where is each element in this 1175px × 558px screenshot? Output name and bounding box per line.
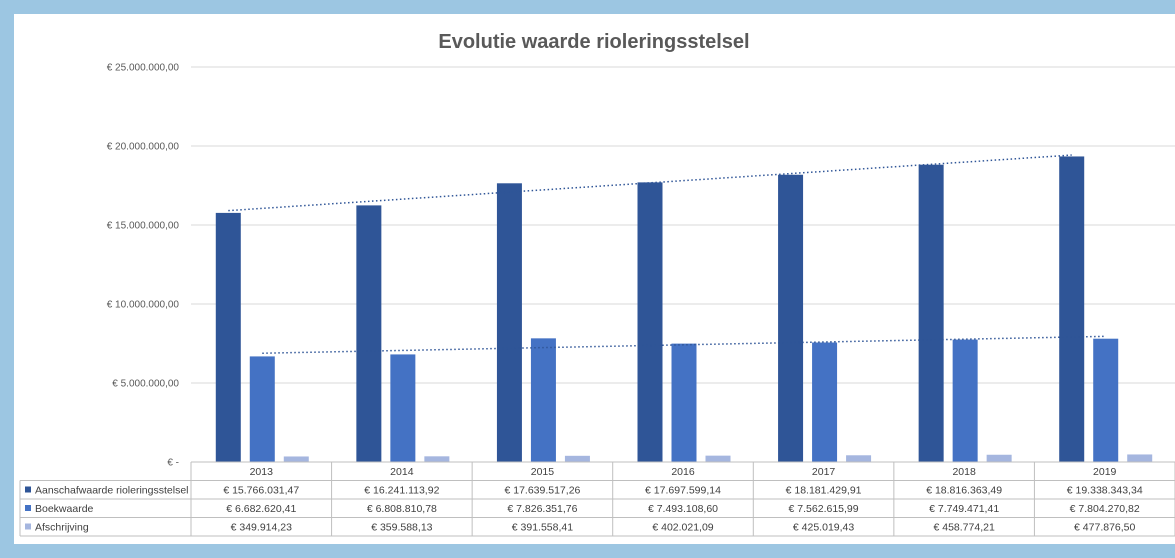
data-label: € 15.766.031,47 (223, 485, 299, 497)
bar (1059, 156, 1085, 463)
trendline (228, 154, 1072, 212)
data-label: € 458.774,21 (933, 522, 994, 534)
data-label: € 19.338.343,34 (1067, 485, 1143, 497)
category-label: 2019 (1093, 466, 1117, 478)
data-label: € 17.639.517,26 (504, 485, 580, 497)
data-label: € 17.697.599,14 (645, 485, 721, 497)
chart: Evolutie waarde rioleringsstelsel € - € 5.… (19, 31, 1175, 537)
series-name: Aanschafwaarde rioleringsstelsel (35, 485, 189, 497)
bar (846, 455, 872, 462)
bar (637, 182, 663, 462)
data-label: € 7.562.615,99 (789, 503, 859, 515)
data-label: € 6.682.620,41 (226, 503, 296, 515)
y-tick-label: € 25.000.000,00 (107, 63, 180, 74)
bar (215, 212, 241, 462)
bar (496, 183, 522, 462)
chart-frame: Evolutie waarde rioleringsstelsel € - € 5.… (14, 14, 1175, 544)
bar (564, 455, 590, 462)
data-label: € 18.816.363,49 (926, 485, 1002, 497)
bar (1093, 338, 1119, 462)
data-label: € 7.493.108,60 (648, 503, 718, 515)
data-label: € 7.826.351,76 (507, 503, 577, 515)
legend-key (25, 505, 31, 511)
data-label: € 7.804.270,82 (1070, 503, 1140, 515)
series-name: Afschrijving (35, 522, 89, 534)
bar (986, 454, 1012, 462)
category-label: 2016 (671, 466, 695, 478)
chart-title: Evolutie waarde rioleringsstelsel (438, 31, 749, 53)
bar (283, 456, 309, 462)
category-label: 2015 (531, 466, 555, 478)
y-tick-label: € - (167, 458, 179, 469)
bar (1127, 454, 1153, 462)
legend-key (25, 486, 31, 493)
data-label: € 359.588,13 (371, 522, 432, 534)
data-label: € 391.558,41 (512, 522, 573, 534)
bar (356, 205, 382, 463)
bar (249, 356, 275, 462)
legend-key (25, 523, 31, 530)
category-label: 2017 (812, 466, 836, 478)
data-label: € 402.021,09 (652, 522, 713, 534)
category-label: 2013 (250, 466, 274, 478)
y-tick-label: € 5.000.000,00 (112, 379, 179, 390)
category-label: 2014 (390, 466, 414, 478)
bar (390, 354, 416, 462)
y-tick-label: € 10.000.000,00 (107, 300, 180, 311)
data-label: € 477.876,50 (1074, 522, 1135, 534)
series-name: Boekwaarde (35, 503, 94, 515)
bar (424, 456, 450, 462)
data-label: € 7.749.471,41 (929, 503, 999, 515)
bar (918, 164, 944, 462)
data-label: € 349.914,23 (231, 522, 292, 534)
trendline (262, 335, 1106, 354)
bar (705, 455, 731, 462)
bar (530, 338, 556, 462)
bar (812, 342, 838, 462)
data-label: € 6.808.810,78 (367, 503, 437, 515)
data-label: € 425.019,43 (793, 522, 854, 534)
y-tick-label: € 20.000.000,00 (107, 142, 180, 153)
category-label: 2018 (952, 466, 976, 478)
y-tick-label: € 15.000.000,00 (107, 221, 180, 232)
bar (671, 343, 697, 462)
data-label: € 18.181.429,91 (786, 485, 862, 497)
bar (778, 174, 804, 463)
bar (952, 339, 978, 462)
data-label: € 16.241.113,92 (364, 485, 439, 497)
